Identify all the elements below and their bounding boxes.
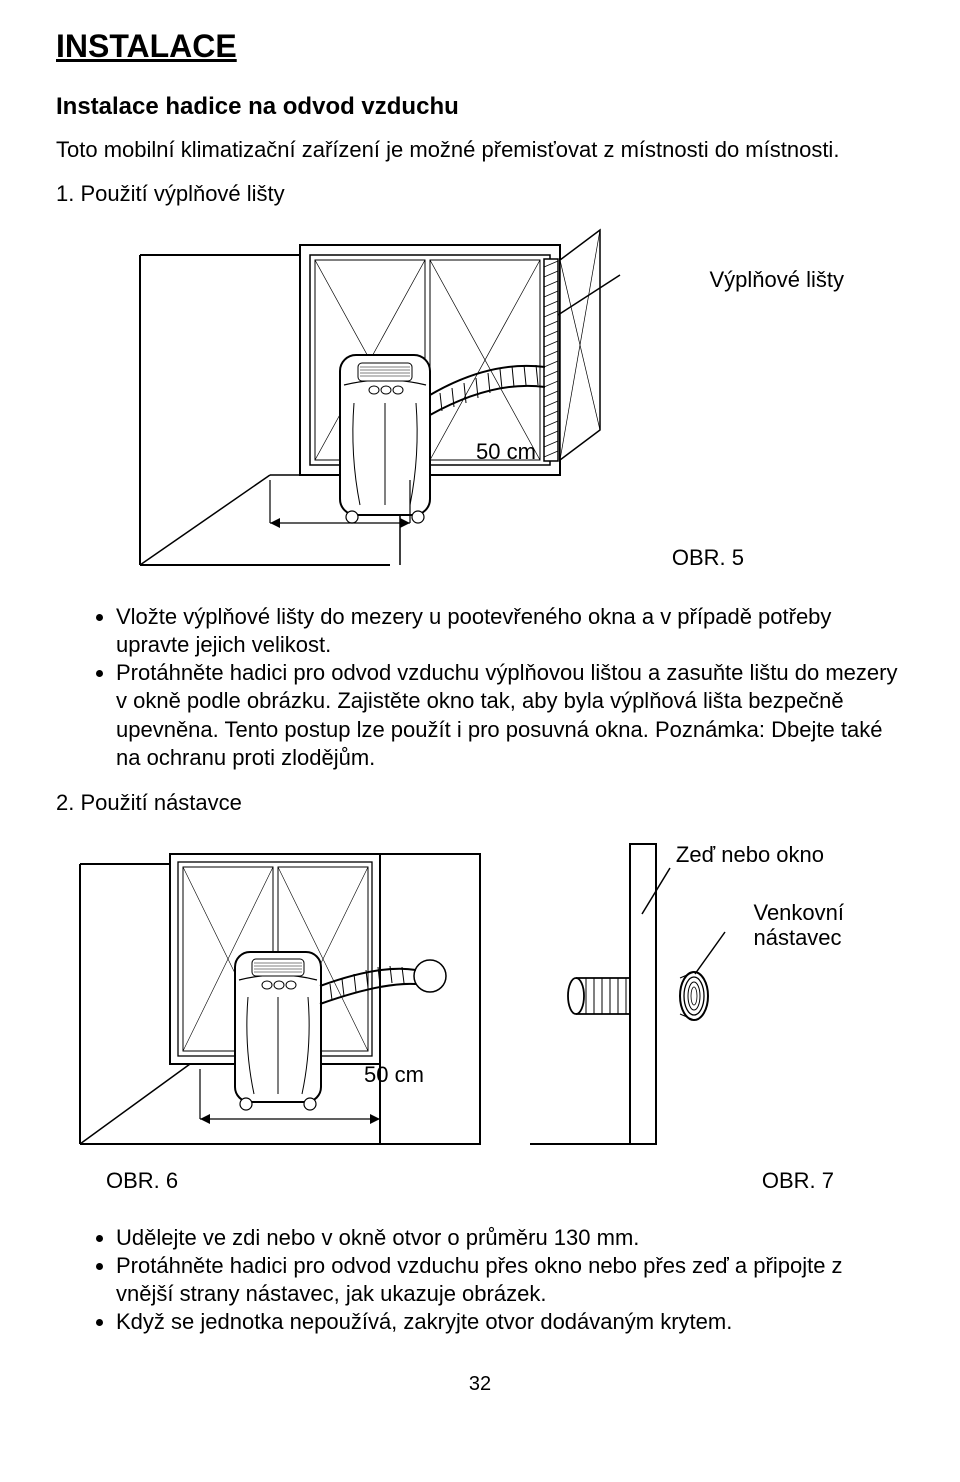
section-subtitle: Instalace hadice na odvod vzduchu — [56, 93, 904, 121]
fig6-caption: OBR. 6 — [106, 1168, 178, 1194]
bullet-item: Protáhněte hadici pro odvod vzduchu přes… — [116, 1252, 904, 1308]
page-number: 32 — [56, 1373, 904, 1396]
step-1-label: 1. Použití výplňové lišty — [56, 181, 904, 207]
fig7-wall-label: Zeď nebo okno — [676, 842, 824, 868]
step2-bullets: Udělejte ve zdi nebo v okně otvor o prům… — [96, 1224, 904, 1337]
fig6-distance-label: 50 cm — [364, 1062, 424, 1088]
figure-5-container: Výplňové lišty 50 cm OBR. 5 — [56, 215, 904, 595]
bullet-item: Udělejte ve zdi nebo v okně otvor o prům… — [116, 1224, 904, 1252]
fig7-adapter-label-line2: nástavec — [753, 925, 841, 950]
bullet-item: Když se jednotka nepoužívá, zakryjte otv… — [116, 1308, 904, 1336]
page-content: INSTALACE Instalace hadice na odvod vzdu… — [0, 0, 960, 1424]
fig5-distance-label: 50 cm — [476, 439, 536, 465]
bullet-item: Protáhněte hadici pro odvod vzduchu výpl… — [116, 659, 904, 772]
fig5-caption: OBR. 5 — [672, 545, 744, 571]
fig7-adapter-label-line1: Venkovní — [753, 900, 844, 925]
figure-6-7-container: 50 cm Zeď nebo okno Venkovní nástavec — [56, 824, 904, 1164]
fig7-caption: OBR. 7 — [762, 1168, 834, 1194]
step1-bullets: Vložte výplňové lišty do mezery u pootev… — [96, 603, 904, 772]
fig5-filler-strip-label: Výplňové lišty — [709, 267, 844, 293]
intro-paragraph: Toto mobilní klimatizační zařízení je mo… — [56, 137, 904, 163]
bullet-item: Vložte výplňové lišty do mezery u pootev… — [116, 603, 904, 659]
figure-captions-row: OBR. 6 OBR. 7 — [56, 1168, 904, 1194]
figure-6-7-illustration — [60, 824, 900, 1164]
page-title: INSTALACE — [56, 28, 904, 65]
fig7-adapter-label: Venkovní nástavec — [753, 900, 844, 951]
step-2-label: 2. Použití nástavce — [56, 790, 904, 816]
